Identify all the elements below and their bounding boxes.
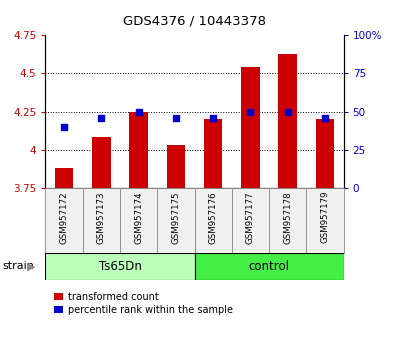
Bar [316,119,334,188]
Bar [129,112,148,188]
Point [98,115,105,120]
Text: GSM957174: GSM957174 [134,191,143,244]
Text: GSM957179: GSM957179 [320,191,329,244]
Bar [167,145,185,188]
Bar [241,67,260,188]
Bar [92,137,111,188]
Text: GSM957177: GSM957177 [246,191,255,244]
Bar [232,188,269,253]
Point [173,115,179,120]
Point [284,109,291,114]
Bar [157,188,194,253]
Point [247,109,254,114]
Bar [194,188,232,253]
Bar [194,253,344,280]
Text: Ts65Dn: Ts65Dn [98,260,141,273]
Legend: transformed count, percentile rank within the sample: transformed count, percentile rank withi… [50,288,237,319]
Bar [55,168,73,188]
Text: control: control [248,260,290,273]
Bar [83,188,120,253]
Bar [45,253,194,280]
Point [322,115,328,120]
Text: GDS4376 / 10443378: GDS4376 / 10443378 [123,14,266,27]
Point [210,115,216,120]
Bar [269,188,307,253]
Point [135,109,142,114]
Text: GSM957172: GSM957172 [60,191,69,244]
Text: ▶: ▶ [27,261,36,272]
Text: GSM957175: GSM957175 [171,191,181,244]
Point [61,124,67,130]
Text: strain: strain [2,261,34,272]
Text: GSM957178: GSM957178 [283,191,292,244]
Bar [307,188,344,253]
Text: GSM957173: GSM957173 [97,191,106,244]
Text: GSM957176: GSM957176 [209,191,218,244]
Bar [120,188,157,253]
Bar [278,54,297,188]
Bar [45,188,83,253]
Bar [204,119,222,188]
